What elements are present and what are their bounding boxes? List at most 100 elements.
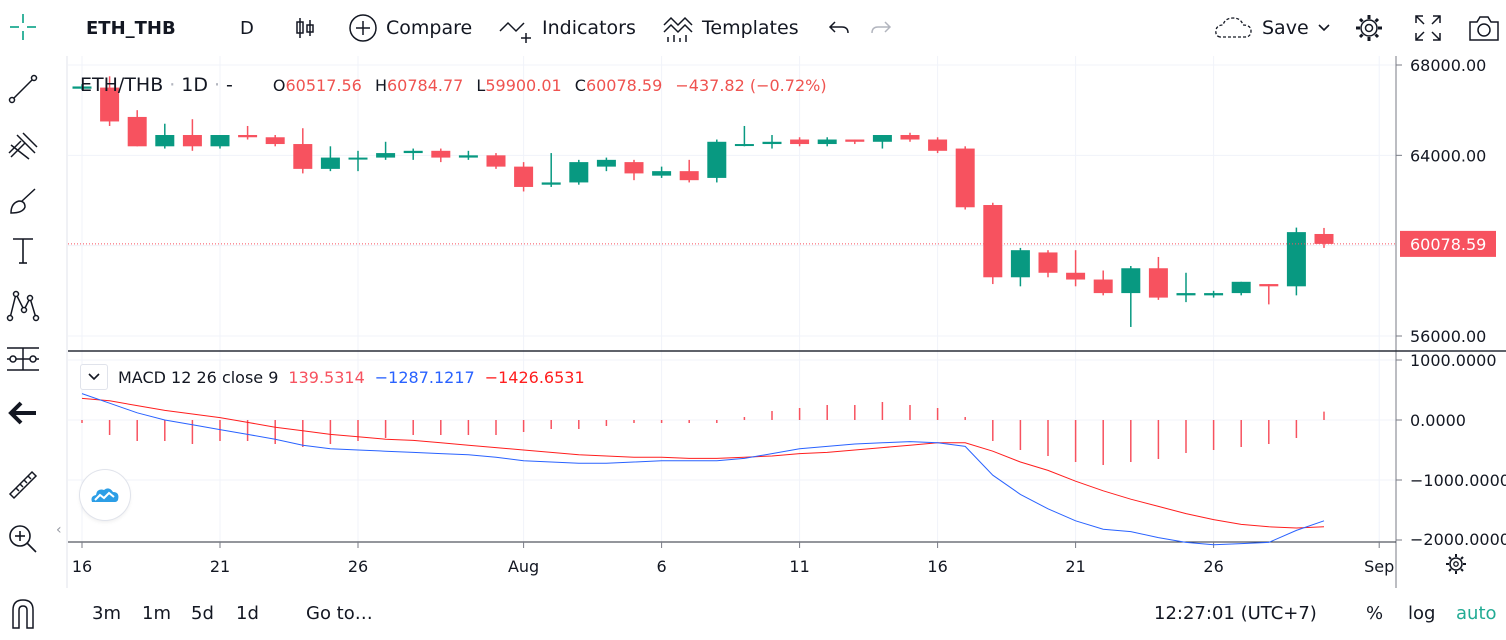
candle-body: [569, 162, 589, 183]
candle-body: [155, 135, 175, 147]
back-tool[interactable]: [2, 392, 44, 434]
log-scale-toggle[interactable]: log: [1408, 602, 1436, 624]
snapshot-button[interactable]: [1468, 8, 1500, 48]
candle-body: [872, 135, 892, 142]
cloud-icon: [1215, 17, 1252, 38]
legend-symbol[interactable]: ETH/THB: [80, 74, 164, 96]
trend-line-icon: [8, 74, 38, 104]
percent-scale-toggle[interactable]: %: [1366, 602, 1384, 624]
prediction-tool[interactable]: [2, 338, 44, 380]
price-axis: 68000.00 64000.00 56000.00: [1396, 56, 1486, 346]
time-tick-label: 21: [1065, 557, 1085, 576]
macd-tick-label: 1000.0000: [1410, 351, 1497, 370]
indicators-button[interactable]: Indicators: [498, 8, 636, 48]
legend-ohlc: O60517.56 H60784.77 L59900.01 C60078.59 …: [273, 76, 827, 95]
save-menu-button[interactable]: [1318, 8, 1330, 48]
range-5d-button[interactable]: 5d: [191, 602, 214, 624]
candle-body: [541, 182, 561, 185]
candle-body: [431, 150, 451, 158]
candle-body: [1286, 232, 1306, 287]
ruler-tool[interactable]: [2, 464, 44, 506]
range-1d-button[interactable]: 1d: [236, 602, 259, 624]
indicators-icon: [499, 21, 531, 43]
candle-body: [707, 141, 727, 178]
close-value: 60078.59: [585, 75, 663, 95]
candle-body: [652, 171, 672, 176]
zoom-in-icon: [9, 525, 37, 553]
legend-separator: ·: [169, 74, 176, 96]
pattern-tool[interactable]: [2, 284, 44, 326]
time-axis: 16 21 26 Aug 6 11 16 21 26 Sep: [72, 542, 1394, 576]
settings-button[interactable]: [1354, 8, 1384, 48]
time-tick-label: 6: [657, 557, 667, 576]
trend-line-tool[interactable]: [2, 68, 44, 110]
pitchfork-tool[interactable]: [2, 124, 44, 166]
collapse-panel-icon[interactable]: ‹: [56, 522, 62, 538]
redo-button[interactable]: [870, 8, 892, 48]
candle-body: [1314, 233, 1334, 244]
candle-body: [403, 150, 423, 154]
camera-icon: [1469, 16, 1499, 41]
text-tool[interactable]: [2, 230, 44, 272]
candle-body: [348, 157, 368, 160]
axis-settings-icon[interactable]: [1446, 554, 1466, 574]
candle-body: [100, 87, 120, 122]
magnet-tool[interactable]: [2, 592, 44, 634]
candle-body: [790, 139, 810, 145]
undo-button[interactable]: [828, 8, 850, 48]
change-value: −437.82 (−0.72%): [675, 75, 827, 95]
range-3m-button[interactable]: 3m: [92, 602, 121, 624]
tradingview-logo[interactable]: [80, 470, 130, 520]
zoom-tool[interactable]: [2, 518, 44, 560]
measure-icon: [7, 347, 39, 371]
legend-interval[interactable]: 1D: [181, 74, 208, 96]
save-button[interactable]: Save: [1214, 8, 1309, 48]
time-tick-label: 16: [927, 557, 947, 576]
last-price-label-bg: [1400, 230, 1496, 257]
go-to-date-button[interactable]: Go to…: [306, 602, 373, 624]
candle-body: [1148, 268, 1168, 298]
indicators-label: Indicators: [542, 17, 636, 39]
time-tick-label: 21: [210, 557, 230, 576]
legend-separator: ·: [214, 74, 221, 96]
symbol-search-button[interactable]: ETH_THB: [86, 17, 176, 39]
gear-icon: [1356, 15, 1382, 41]
auto-scale-toggle[interactable]: auto: [1456, 602, 1497, 624]
interval-button[interactable]: D: [240, 17, 254, 39]
fullscreen-button[interactable]: [1414, 8, 1442, 48]
templates-label: Templates: [702, 17, 799, 39]
candles-icon: [296, 18, 314, 38]
brush-tool[interactable]: [2, 180, 44, 222]
time-tick-label: 11: [789, 557, 809, 576]
candle-body: [127, 116, 147, 147]
compare-button[interactable]: Compare: [348, 8, 472, 48]
candle-body: [486, 155, 506, 167]
signal-line: [81, 397, 1325, 529]
macd-title[interactable]: MACD 12 26 close 9: [118, 367, 279, 387]
time-tick-label: Aug: [508, 557, 539, 576]
candle-body: [376, 153, 396, 158]
macd-histogram: [81, 402, 1325, 465]
macd-line-value: −1287.1217: [374, 367, 475, 387]
top-toolbar: ETH_THB D Compare Indicators: [0, 0, 1506, 56]
bar-style-button[interactable]: [294, 8, 316, 48]
candle-body: [1066, 272, 1086, 280]
price-tick-label: 56000.00: [1410, 327, 1486, 346]
crosshair-tool[interactable]: [2, 6, 44, 48]
timezone-clock[interactable]: 12:27:01 (UTC+7): [1154, 602, 1317, 624]
macd-signal-value: −1426.6531: [484, 367, 585, 387]
macd-hist-value: 139.5314: [288, 367, 365, 387]
save-label: Save: [1262, 17, 1309, 39]
candle-body: [1176, 293, 1196, 296]
candle-body: [458, 155, 478, 158]
close-key: C: [574, 75, 586, 95]
crosshair-icon: [10, 14, 36, 40]
templates-button[interactable]: Templates: [662, 8, 799, 48]
last-price-label: 60078.59: [1410, 235, 1486, 254]
chevron-down-icon: [88, 373, 100, 381]
collapse-legend-button[interactable]: [80, 364, 108, 390]
range-1m-button[interactable]: 1m: [142, 602, 171, 624]
candle-body: [596, 159, 616, 167]
